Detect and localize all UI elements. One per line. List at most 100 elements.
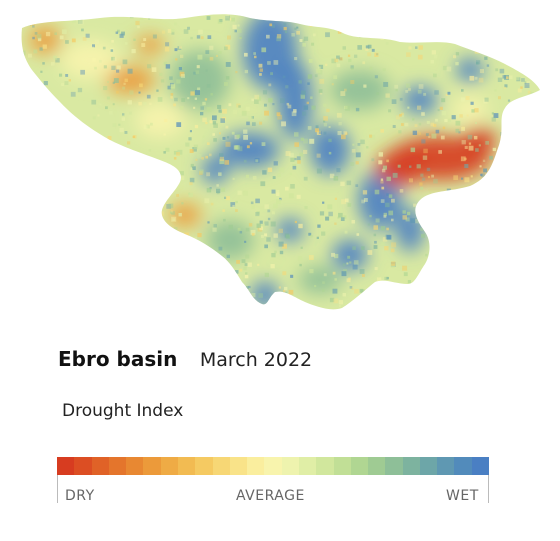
map-speckle (531, 59, 536, 64)
map-speckle (23, 118, 27, 122)
map-speckle (359, 288, 364, 293)
map-speckle (163, 276, 168, 281)
map-speckle (122, 86, 126, 90)
map-speckle (43, 155, 47, 159)
map-speckle (348, 22, 351, 25)
map-speckle (354, 54, 358, 58)
map-speckle (336, 63, 341, 68)
map-speckle (203, 299, 208, 304)
map-speckle (309, 138, 315, 144)
map-speckle (197, 54, 203, 60)
map-speckle (201, 156, 204, 160)
map-speckle (438, 197, 443, 202)
map-speckle (66, 208, 72, 213)
map-speckle (99, 273, 105, 279)
map-speckle (505, 114, 509, 118)
map-speckle (366, 146, 369, 149)
map-speckle (380, 241, 385, 246)
map-speckle (71, 18, 76, 23)
map-speckle (433, 307, 438, 310)
map-speckle (115, 281, 119, 284)
map-speckle (277, 114, 283, 120)
map-speckle (511, 293, 516, 298)
map-speckle (322, 201, 325, 204)
map-speckle (348, 277, 351, 280)
map-speckle (264, 204, 269, 209)
map-speckle (534, 111, 538, 114)
map-speckle (209, 153, 212, 157)
map-speckle (484, 97, 489, 102)
map-speckle (38, 148, 42, 151)
map-speckle (66, 147, 70, 152)
map-speckle (66, 291, 71, 296)
map-speckle (328, 126, 331, 128)
map-speckle (292, 165, 297, 170)
map-speckle (290, 157, 295, 162)
map-speckle (469, 75, 475, 81)
map-speckle (244, 52, 248, 57)
map-speckle (218, 246, 223, 251)
map-speckle (73, 275, 79, 281)
map-speckle (431, 133, 437, 139)
map-speckle (492, 147, 496, 152)
map-speckle (510, 157, 515, 162)
map-speckle (378, 160, 383, 165)
legend-tick-right (488, 475, 489, 503)
map-speckle (250, 229, 256, 235)
map-speckle (145, 182, 150, 186)
map-speckle (518, 135, 522, 139)
map-speckle (282, 243, 287, 249)
map-speckle (255, 198, 260, 204)
drought-blob (169, 203, 201, 227)
map-speckle (53, 55, 58, 60)
map-speckle (124, 42, 128, 45)
map-speckle (163, 237, 167, 240)
map-speckle (505, 268, 511, 274)
map-speckle (245, 106, 250, 111)
map-speckle (21, 164, 26, 168)
map-speckle (163, 61, 168, 66)
map-speckle (173, 174, 179, 180)
map-speckle (341, 199, 347, 205)
map-speckle (351, 149, 356, 153)
map-speckle (204, 198, 210, 204)
map-speckle (521, 276, 525, 280)
map-speckle (406, 36, 411, 42)
map-speckle (227, 35, 231, 40)
map-speckle (319, 211, 325, 216)
map-speckle (38, 237, 43, 242)
map-speckle (501, 217, 504, 220)
map-speckle (419, 19, 424, 24)
map-speckle (514, 125, 518, 129)
map-speckle (148, 175, 152, 180)
map-speckle (468, 145, 474, 151)
map-speckle (465, 206, 470, 210)
map-speckle (380, 129, 384, 133)
map-speckle (418, 122, 422, 126)
map-speckle (508, 75, 513, 80)
map-speckle (51, 62, 55, 66)
map-speckle (48, 301, 53, 306)
map-speckle (459, 114, 463, 118)
map-speckle (82, 211, 86, 215)
map-speckle (412, 130, 417, 135)
map-speckle (446, 188, 451, 193)
map-speckle (520, 139, 524, 144)
map-speckle (407, 106, 410, 109)
legend-label-dry: DRY (65, 488, 95, 504)
map-speckle (99, 103, 102, 106)
map-speckle (105, 161, 108, 164)
map-speckle (510, 165, 514, 170)
map-speckle (210, 93, 213, 96)
map-speckle (284, 30, 288, 34)
map-speckle (527, 246, 532, 250)
map-speckle (200, 106, 204, 110)
map-speckle (116, 69, 120, 73)
map-speckle (382, 237, 388, 242)
map-speckle (361, 199, 365, 204)
map-speckle (519, 193, 524, 197)
map-speckle (125, 187, 129, 190)
map-speckle (225, 125, 229, 129)
map-speckle (415, 218, 420, 224)
map-speckle (516, 77, 521, 82)
